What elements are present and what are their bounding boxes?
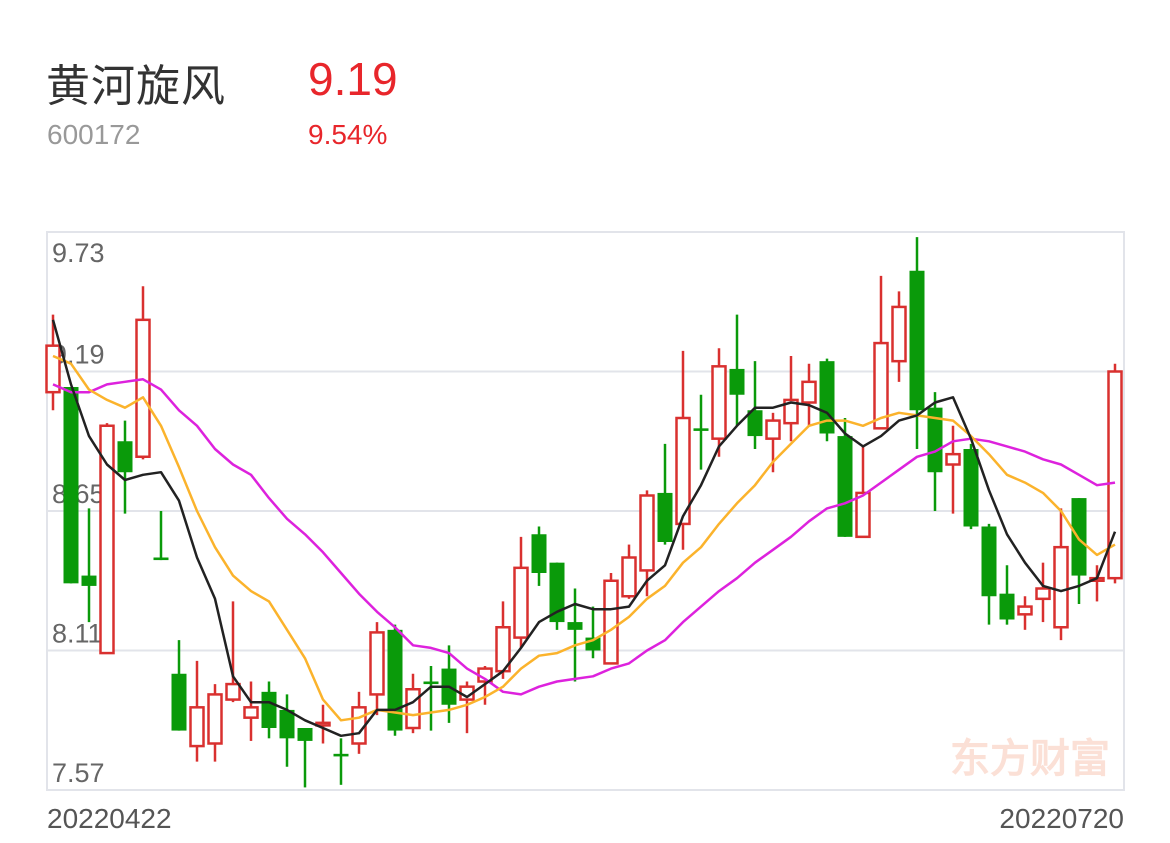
candle-body-up	[1017, 605, 1033, 616]
candle-body-down	[927, 407, 943, 473]
candle-body-up	[1053, 545, 1069, 629]
stock-name: 黄河旋风	[46, 61, 226, 112]
candle-body-down	[63, 387, 79, 584]
ma10-line	[52, 354, 1116, 722]
candle-body-down	[531, 534, 547, 573]
candle-body-down	[999, 593, 1015, 620]
candle-body-up	[621, 556, 637, 598]
candle-body-up	[783, 398, 799, 425]
candle-body-down	[153, 557, 169, 561]
watermark-logo: 东方财富	[950, 736, 1110, 782]
candle-body-down	[567, 622, 583, 630]
candle-body-up	[945, 452, 961, 466]
candle-body-down	[171, 673, 187, 731]
candle-body-down	[117, 441, 133, 473]
candle-body-up	[225, 682, 241, 701]
candle-body-up	[603, 579, 619, 665]
y-tick-label: 8.11	[52, 619, 103, 649]
candle-body-up	[189, 706, 205, 748]
candle-body-up	[513, 566, 529, 639]
ma20-line	[52, 378, 1116, 696]
candle-body-up	[135, 318, 151, 459]
candle-body-up	[99, 424, 115, 655]
candle-body-down	[279, 709, 295, 739]
candle-body-down	[981, 526, 997, 597]
y-tick-label: 9.73	[52, 238, 105, 268]
candle-body-down	[387, 629, 403, 731]
x-end-date: 20220720	[999, 803, 1124, 834]
candle-body-up	[639, 494, 655, 572]
candle-body-down	[657, 492, 673, 542]
candle-body-down	[297, 728, 313, 741]
candle-body-up	[369, 631, 385, 696]
candle-body-up	[891, 305, 907, 363]
candle-body-up	[675, 416, 691, 526]
current-price: 9.19	[308, 53, 398, 105]
candle-body-down	[261, 691, 277, 728]
ma5-line	[51, 319, 1117, 738]
candle-body-down	[549, 562, 565, 623]
candle-body-down	[1071, 498, 1087, 576]
candle-body-down	[729, 368, 745, 395]
candle-body-up	[1035, 587, 1051, 601]
candle-body-up	[765, 419, 781, 440]
change-percent: 9.54%	[308, 119, 388, 150]
candle-body-up	[207, 693, 223, 745]
candle-body-down	[693, 428, 709, 431]
candle-body-down	[837, 436, 853, 537]
candle-body-up	[1107, 370, 1123, 580]
y-tick-label: 7.57	[52, 758, 105, 788]
stock-code: 600172	[47, 119, 141, 150]
candle-body-down	[909, 270, 925, 411]
candle-body-up	[711, 365, 727, 440]
candle-body-up	[855, 491, 871, 539]
candle-body-up	[243, 706, 259, 719]
candle-body-up	[801, 380, 817, 404]
candle-body-down	[333, 753, 349, 757]
candle-body-down	[963, 449, 979, 527]
candle-body-up	[405, 688, 421, 730]
x-start-date: 20220422	[47, 803, 172, 834]
candle-body-down	[747, 410, 763, 437]
candle-body-down	[423, 681, 439, 685]
candle-body-down	[81, 575, 97, 586]
candle-body-up	[873, 341, 889, 430]
